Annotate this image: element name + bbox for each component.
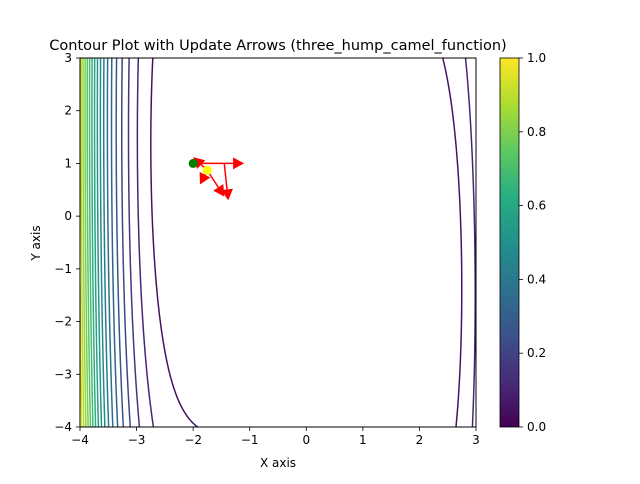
y-tick-label: −2 [54, 315, 72, 329]
contour-level-line [106, 58, 114, 427]
x-tick-label: 1 [359, 433, 367, 447]
y-axis-ticks: −4 −3 −2 −1 0 1 2 3 [54, 51, 80, 434]
contour-level-line [150, 58, 463, 427]
contour-level-line [120, 58, 132, 427]
contour-level-line [99, 58, 106, 427]
colorbar-ticks: 0.0 0.2 0.4 0.6 0.8 1.0 [519, 51, 546, 434]
contour-level-line [127, 58, 141, 427]
contour-level-line [82, 58, 87, 427]
y-tick-label: −1 [54, 262, 72, 276]
contour-level-line [93, 58, 100, 427]
y-axis-label: Y axis [29, 225, 43, 261]
contour-level-line [96, 58, 103, 427]
x-tick-label: 3 [472, 433, 480, 447]
x-tick-label: 0 [302, 433, 310, 447]
colorbar [499, 57, 520, 428]
contour-level-line [88, 58, 94, 427]
x-tick-label: 2 [416, 433, 424, 447]
path-points [188, 158, 212, 175]
chart-title: Contour Plot with Update Arrows (three_h… [49, 38, 506, 54]
contour-level-line [102, 58, 110, 427]
update-arrows [193, 157, 245, 201]
y-tick-label: −4 [54, 420, 72, 434]
colorbar-tick-label: 0.8 [527, 125, 546, 139]
contour-level-line [115, 58, 125, 427]
x-tick-label: −1 [241, 433, 259, 447]
update-arrow [221, 163, 234, 201]
x-tick-label: −3 [128, 433, 146, 447]
update-arrow [206, 169, 225, 197]
y-tick-label: −3 [54, 367, 72, 381]
contour-lines [80, 58, 476, 427]
colorbar-tick-label: 0.6 [527, 199, 546, 213]
end-point [202, 165, 212, 175]
contour-level-line [136, 58, 476, 427]
contour-level-line [110, 58, 119, 427]
y-tick-label: 3 [64, 51, 72, 65]
colorbar-tick-label: 0.0 [527, 420, 546, 434]
start-point [188, 158, 198, 168]
contour-level-line [91, 58, 97, 427]
plot-frame [79, 57, 477, 428]
colorbar-tick-label: 1.0 [527, 51, 546, 65]
y-tick-label: 1 [64, 156, 72, 170]
contour-level-line [84, 58, 89, 427]
contour-level-line [80, 58, 85, 427]
x-tick-label: −2 [184, 433, 202, 447]
contour-level-line [86, 58, 92, 427]
x-axis-label: X axis [260, 456, 296, 470]
update-arrow [193, 157, 245, 170]
x-axis-ticks: −4 −3 −2 −1 0 1 2 3 [71, 427, 480, 447]
colorbar-tick-label: 0.2 [527, 346, 546, 360]
x-tick-label: −4 [71, 433, 89, 447]
colorbar-tick-label: 0.4 [527, 272, 546, 286]
y-tick-label: 0 [64, 209, 72, 223]
y-tick-label: 2 [64, 104, 72, 118]
